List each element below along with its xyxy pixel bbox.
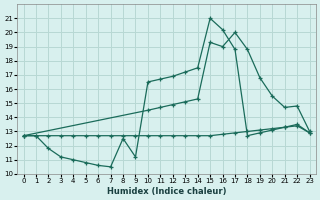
X-axis label: Humidex (Indice chaleur): Humidex (Indice chaleur) <box>107 187 226 196</box>
